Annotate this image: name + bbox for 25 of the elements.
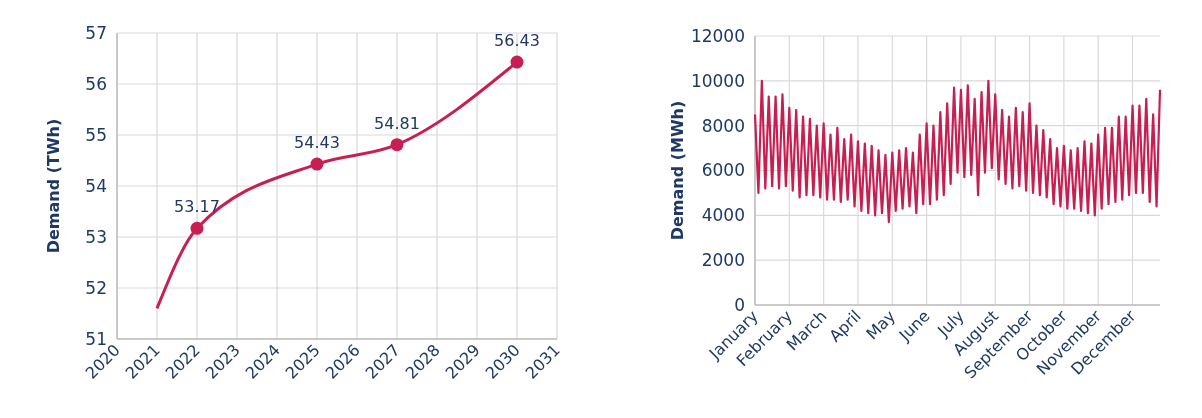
point — [390, 138, 404, 152]
y-tick-label: 0 — [734, 294, 745, 315]
data-label: 56.43 — [494, 31, 540, 51]
y-tick-label: 51 — [85, 328, 107, 349]
y-tick-label: 6000 — [701, 160, 745, 181]
y-tick-label: 10000 — [690, 70, 745, 91]
data-label: 54.81 — [374, 113, 420, 133]
y-tick-label: 12000 — [690, 25, 745, 46]
y-tick-label: 53 — [85, 226, 107, 247]
y-tick-label: 4000 — [701, 205, 745, 226]
y-tick-label: 8000 — [701, 115, 745, 136]
data-label: 53.17 — [174, 197, 220, 217]
y-tick-label: 2000 — [701, 250, 745, 271]
point — [190, 221, 204, 235]
line-series — [753, 79, 1162, 224]
y-tick-label: 54 — [85, 175, 107, 196]
y-tick-label: 52 — [85, 277, 107, 298]
point — [310, 157, 324, 171]
y-tick-label: 56 — [85, 73, 107, 94]
y-axis-title: Demand (TWh) — [44, 118, 63, 254]
y-tick-label: 55 — [85, 124, 107, 145]
y-axis-title: Demand (MWh) — [668, 100, 687, 241]
data-label: 54.43 — [294, 133, 340, 153]
point — [510, 55, 524, 69]
y-tick-label: 57 — [85, 22, 107, 43]
